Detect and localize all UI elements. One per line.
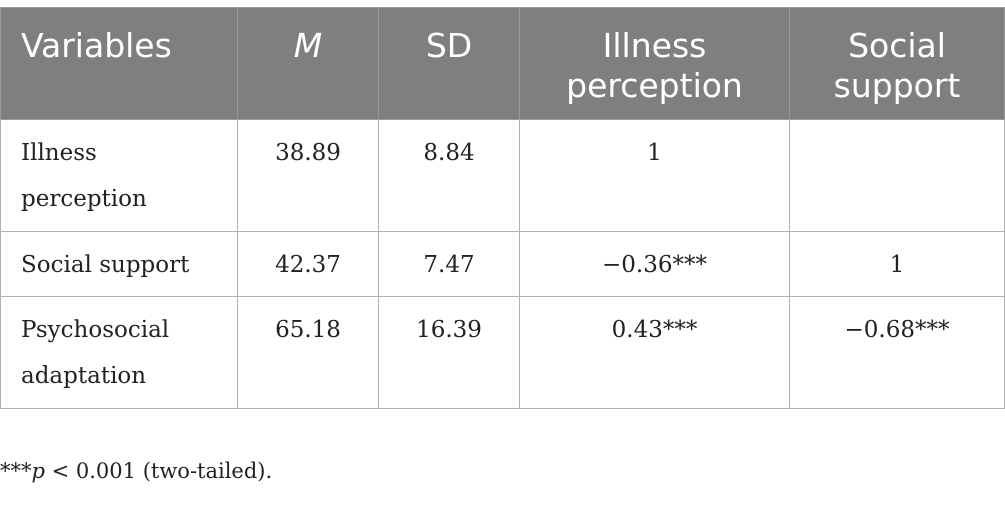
footnote-stars: ***	[0, 459, 32, 483]
row-variable: Social support	[0, 231, 238, 297]
row-mean: 42.37	[237, 231, 379, 297]
row-sd: 8.84	[378, 119, 520, 232]
row-mean: 65.18	[237, 296, 379, 409]
row-illness-perception: 0.43***	[519, 296, 790, 409]
header-mean: M	[237, 7, 379, 120]
header-variables: Variables	[0, 7, 238, 120]
row-social-support: −0.68***	[789, 296, 1005, 409]
correlation-table: Variables M SD Illness perception Social…	[0, 7, 1005, 409]
row-social-support: 1	[789, 231, 1005, 297]
row-variable: Psychosocial adaptation	[0, 296, 238, 409]
header-row: Variables M SD Illness perception Social…	[0, 7, 1005, 120]
row-variable: Illness perception	[0, 119, 238, 232]
table-row: Social support 42.37 7.47 −0.36*** 1	[0, 231, 1005, 297]
table-footnote: ***p < 0.001 (two-tailed).	[0, 456, 272, 486]
row-illness-perception: 1	[519, 119, 790, 232]
row-sd: 7.47	[378, 231, 520, 297]
table-body: Illness perception 38.89 8.84 1 Social s…	[0, 119, 1005, 409]
footnote-p: p	[31, 459, 45, 483]
header-illness-perception: Illness perception	[519, 7, 790, 120]
table-row: Illness perception 38.89 8.84 1	[0, 119, 1005, 232]
row-mean: 38.89	[237, 119, 379, 232]
row-sd: 16.39	[378, 296, 520, 409]
table-row: Psychosocial adaptation 65.18 16.39 0.43…	[0, 296, 1005, 409]
table-header: Variables M SD Illness perception Social…	[0, 7, 1005, 120]
row-illness-perception: −0.36***	[519, 231, 790, 297]
header-sd: SD	[378, 7, 520, 120]
row-social-support	[789, 119, 1005, 232]
footnote-text: < 0.001 (two-tailed).	[44, 459, 273, 483]
header-social-support: Social support	[789, 7, 1005, 120]
